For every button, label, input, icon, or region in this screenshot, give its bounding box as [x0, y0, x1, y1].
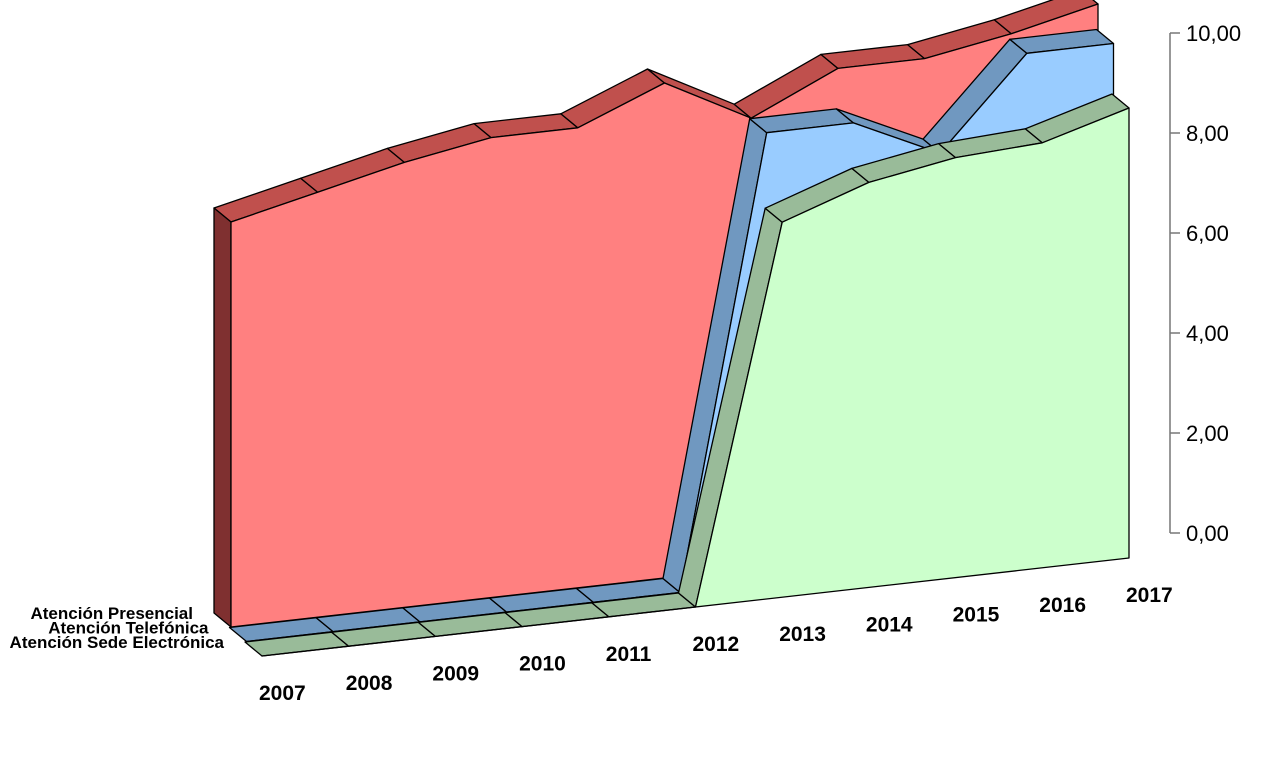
category-label: 2009 [432, 662, 479, 685]
chart-ribbons [213, 0, 1130, 657]
value-tick-label: 4,00 [1186, 321, 1229, 346]
series-2-ribbon [244, 93, 1130, 657]
category-label: 2013 [779, 623, 826, 646]
category-label: 2011 [606, 643, 652, 666]
value-tick-label: 8,00 [1186, 121, 1229, 146]
category-label: 2008 [346, 672, 393, 695]
value-axis: 0,00 2,00 4,00 6,00 8,00 10,00 [1169, 21, 1241, 546]
category-axis: 2007 2008 2009 2010 2011 2012 2013 2014 2015 2016… [259, 584, 1173, 705]
series-2-area [261, 107, 1130, 657]
category-label: 2017 [1126, 584, 1173, 607]
value-tick-label: 6,00 [1186, 221, 1229, 246]
category-label: 2007 [259, 682, 306, 705]
value-tick-label: 0,00 [1186, 521, 1229, 546]
series-label: Atención Telefónica [48, 619, 209, 638]
category-label: 2015 [953, 604, 1000, 627]
category-label: 2012 [693, 633, 740, 656]
value-tick-label: 2,00 [1186, 421, 1229, 446]
value-tick-label: 10,00 [1186, 21, 1241, 46]
category-label: 2014 [866, 613, 913, 636]
series-label: Atención Presencial [30, 604, 193, 623]
category-label: 2010 [519, 653, 566, 676]
series-0-end-cap [213, 207, 232, 628]
category-label: 2016 [1039, 594, 1086, 617]
series-label: Atención Sede Electrónica [10, 633, 225, 652]
